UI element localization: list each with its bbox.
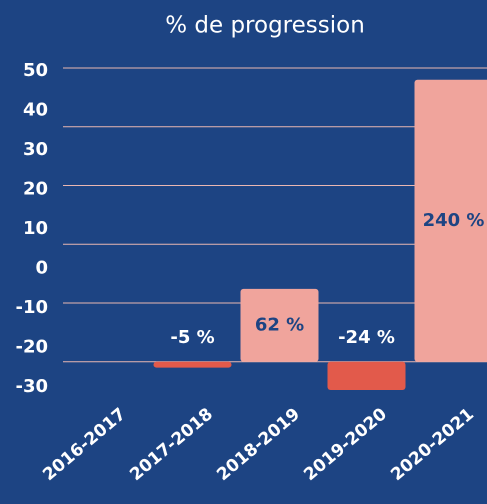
y-tick-label: -20 — [15, 337, 48, 358]
y-tick-label: -10 — [15, 297, 48, 318]
chart-title: % de progression — [165, 13, 365, 39]
data-label: -5 % — [170, 327, 214, 348]
data-label: 240 % — [423, 210, 485, 231]
data-label: 62 % — [255, 314, 304, 335]
bar — [153, 361, 232, 368]
data-label: -24 % — [338, 327, 395, 348]
y-tick-label: 40 — [23, 100, 48, 121]
bar — [414, 79, 487, 362]
bar — [327, 361, 406, 390]
y-tick-label: 20 — [23, 179, 48, 200]
y-tick-label: 30 — [23, 139, 48, 160]
y-tick-label: 0 — [35, 258, 48, 279]
y-tick-label: 10 — [23, 218, 48, 239]
y-tick-label: 50 — [23, 60, 48, 81]
bar — [240, 288, 319, 362]
y-tick-label: -30 — [15, 376, 48, 397]
